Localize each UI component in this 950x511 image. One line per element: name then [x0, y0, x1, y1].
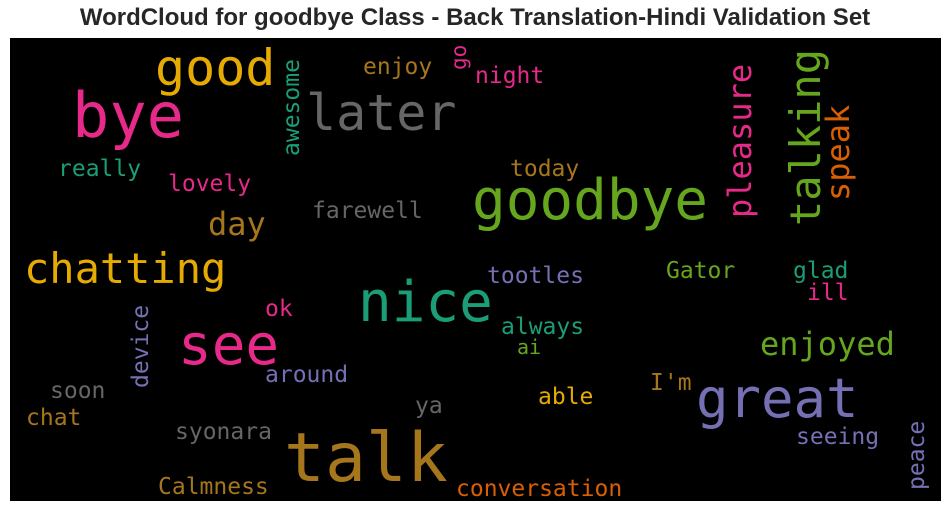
- word-glad: glad: [793, 258, 849, 284]
- word-ai: ai: [517, 335, 542, 359]
- word-pleasure: pleasure: [721, 63, 759, 218]
- word-around: around: [265, 362, 349, 388]
- word-calmness: Calmness: [158, 474, 269, 500]
- word-farewell: farewell: [312, 198, 423, 224]
- word-ya: ya: [415, 393, 443, 419]
- word-syonara: syonara: [175, 419, 272, 445]
- word-speak: speak: [819, 104, 857, 201]
- word-go: go: [447, 44, 471, 70]
- word-see: see: [178, 313, 280, 378]
- chart-title: WordCloud for goodbye Class - Back Trans…: [79, 4, 871, 31]
- word-cloud: bye good later enjoy night really lovely…: [10, 38, 941, 501]
- word-gator: Gator: [666, 258, 736, 284]
- word-lovely: lovely: [168, 171, 252, 197]
- word-chat: chat: [26, 405, 82, 431]
- word-talk: talk: [284, 419, 448, 498]
- word-bye: bye: [72, 79, 184, 152]
- word-good: good: [155, 39, 276, 97]
- word-night: night: [475, 63, 545, 89]
- word-peace: peace: [904, 420, 930, 490]
- word-able: able: [538, 384, 594, 410]
- word-enjoy: enjoy: [363, 54, 433, 80]
- word-ok: ok: [265, 296, 293, 322]
- word-soon: soon: [50, 378, 106, 404]
- word-today: today: [510, 156, 580, 182]
- word-great: great: [696, 367, 859, 430]
- word-goodbye: goodbye: [472, 168, 709, 233]
- word-im: I'm: [650, 370, 692, 396]
- word-tootles: tootles: [487, 263, 584, 289]
- word-later: later: [306, 84, 457, 142]
- word-nice: nice: [358, 270, 493, 335]
- word-really: really: [58, 156, 142, 182]
- word-conversation: conversation: [456, 476, 623, 501]
- word-day: day: [208, 205, 266, 243]
- word-ill: ill: [807, 280, 849, 306]
- word-awesome: awesome: [279, 59, 305, 156]
- word-enjoyed: enjoyed: [760, 325, 895, 363]
- word-seeing: seeing: [796, 424, 880, 450]
- word-chatting: chatting: [24, 244, 227, 293]
- word-always: always: [501, 314, 585, 340]
- word-device: device: [128, 304, 154, 388]
